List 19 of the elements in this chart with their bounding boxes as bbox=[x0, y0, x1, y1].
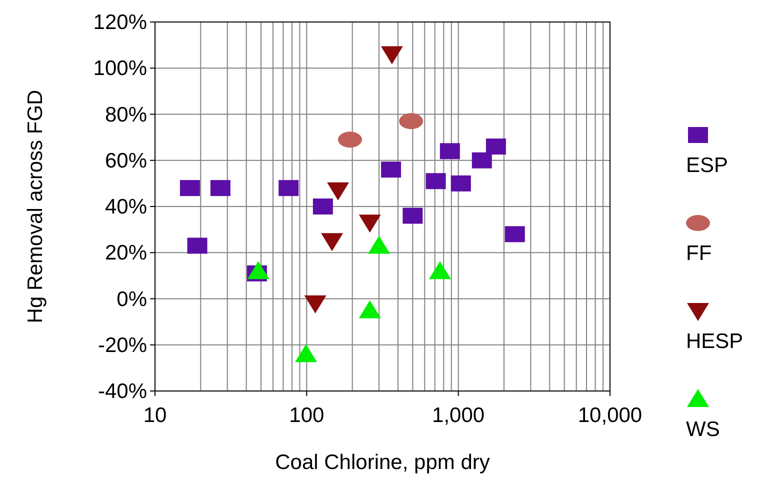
y-tick-label: -40% bbox=[98, 380, 147, 403]
legend-label: FF bbox=[686, 242, 712, 265]
x-axis-title: Coal Chlorine, ppm dry bbox=[275, 451, 490, 474]
y-tick-label: 60% bbox=[104, 149, 147, 172]
y-tick-label: -20% bbox=[98, 334, 147, 357]
x-tick-label: 100 bbox=[289, 404, 324, 427]
y-tick-label: 100% bbox=[93, 57, 147, 80]
y-tick-label: 80% bbox=[104, 103, 147, 126]
legend-label: WS bbox=[686, 418, 720, 441]
x-tick-label: 10,000 bbox=[578, 404, 642, 427]
x-tick-label: 10 bbox=[143, 404, 167, 427]
y-tick-label: 0% bbox=[116, 288, 147, 311]
legend-label: ESP bbox=[686, 154, 728, 177]
y-tick-label: 20% bbox=[104, 242, 147, 265]
legend-label: HESP bbox=[686, 330, 744, 353]
y-tick-label: 120% bbox=[93, 11, 147, 34]
x-tick-label: 1,000 bbox=[432, 404, 485, 427]
y-axis-title: Hg Removal across FGD bbox=[24, 90, 47, 324]
y-tick-label: 40% bbox=[104, 196, 147, 218]
